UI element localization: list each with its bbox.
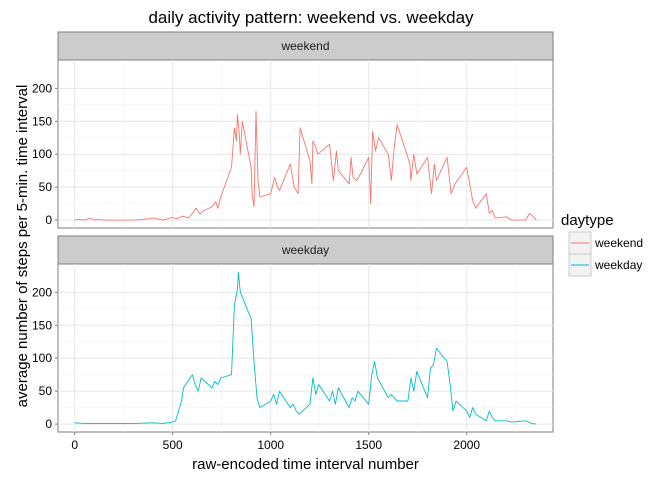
strip-weekday	[57, 235, 554, 265]
panel-weekend: weekend 0 50 100 150 200	[32, 31, 554, 229]
y-tick-label: 200	[32, 285, 52, 299]
x-tick-label: 1500	[355, 438, 382, 452]
grid-weekend	[58, 60, 553, 228]
legend: daytype weekend weekday	[561, 212, 643, 277]
y-tick-label: 150	[32, 318, 52, 332]
strip-label-weekday: weekday	[281, 243, 329, 257]
legend-title: daytype	[561, 212, 614, 229]
legend-label-weekday: weekday	[594, 258, 642, 272]
x-tick-labels: 0 500 1000 1500 2000	[71, 432, 480, 452]
grid-weekday	[58, 264, 553, 432]
legend-label-weekend: weekend	[594, 236, 643, 250]
y-axis-title: average number of steps per 5-min. time …	[14, 85, 31, 408]
strip-label-weekend: weekend	[280, 39, 329, 53]
plot-area-weekday	[57, 263, 554, 433]
x-tick-label: 1000	[257, 438, 284, 452]
legend-items: weekend weekday	[568, 231, 643, 277]
y-tick-label: 0	[45, 213, 52, 227]
panel-weekday: weekday 0 50 100 150 200	[32, 235, 554, 433]
strip-weekend	[57, 31, 554, 61]
x-tick-label: 0	[71, 438, 78, 452]
series-line-weekend	[74, 110, 537, 221]
plot-area-weekend	[57, 59, 554, 229]
series-line-weekday	[74, 272, 537, 425]
y-tick-labels-weekday: 0 50 100 150 200	[32, 285, 58, 431]
series-weekday	[74, 272, 537, 425]
y-tick-label: 100	[32, 147, 52, 161]
y-tick-labels-weekend: 0 50 100 150 200	[32, 81, 58, 227]
y-tick-label: 150	[32, 114, 52, 128]
y-tick-label: 200	[32, 81, 52, 95]
y-tick-label: 50	[39, 384, 53, 398]
x-tick-label: 2000	[453, 438, 480, 452]
x-tick-label: 500	[163, 438, 183, 452]
y-tick-label: 0	[45, 417, 52, 431]
y-tick-label: 50	[39, 180, 53, 194]
x-axis-title: raw-encoded time interval number	[192, 456, 419, 473]
y-tick-label: 100	[32, 351, 52, 365]
chart-title: daily activity pattern: weekend vs. week…	[148, 8, 474, 27]
series-weekend	[74, 110, 537, 221]
